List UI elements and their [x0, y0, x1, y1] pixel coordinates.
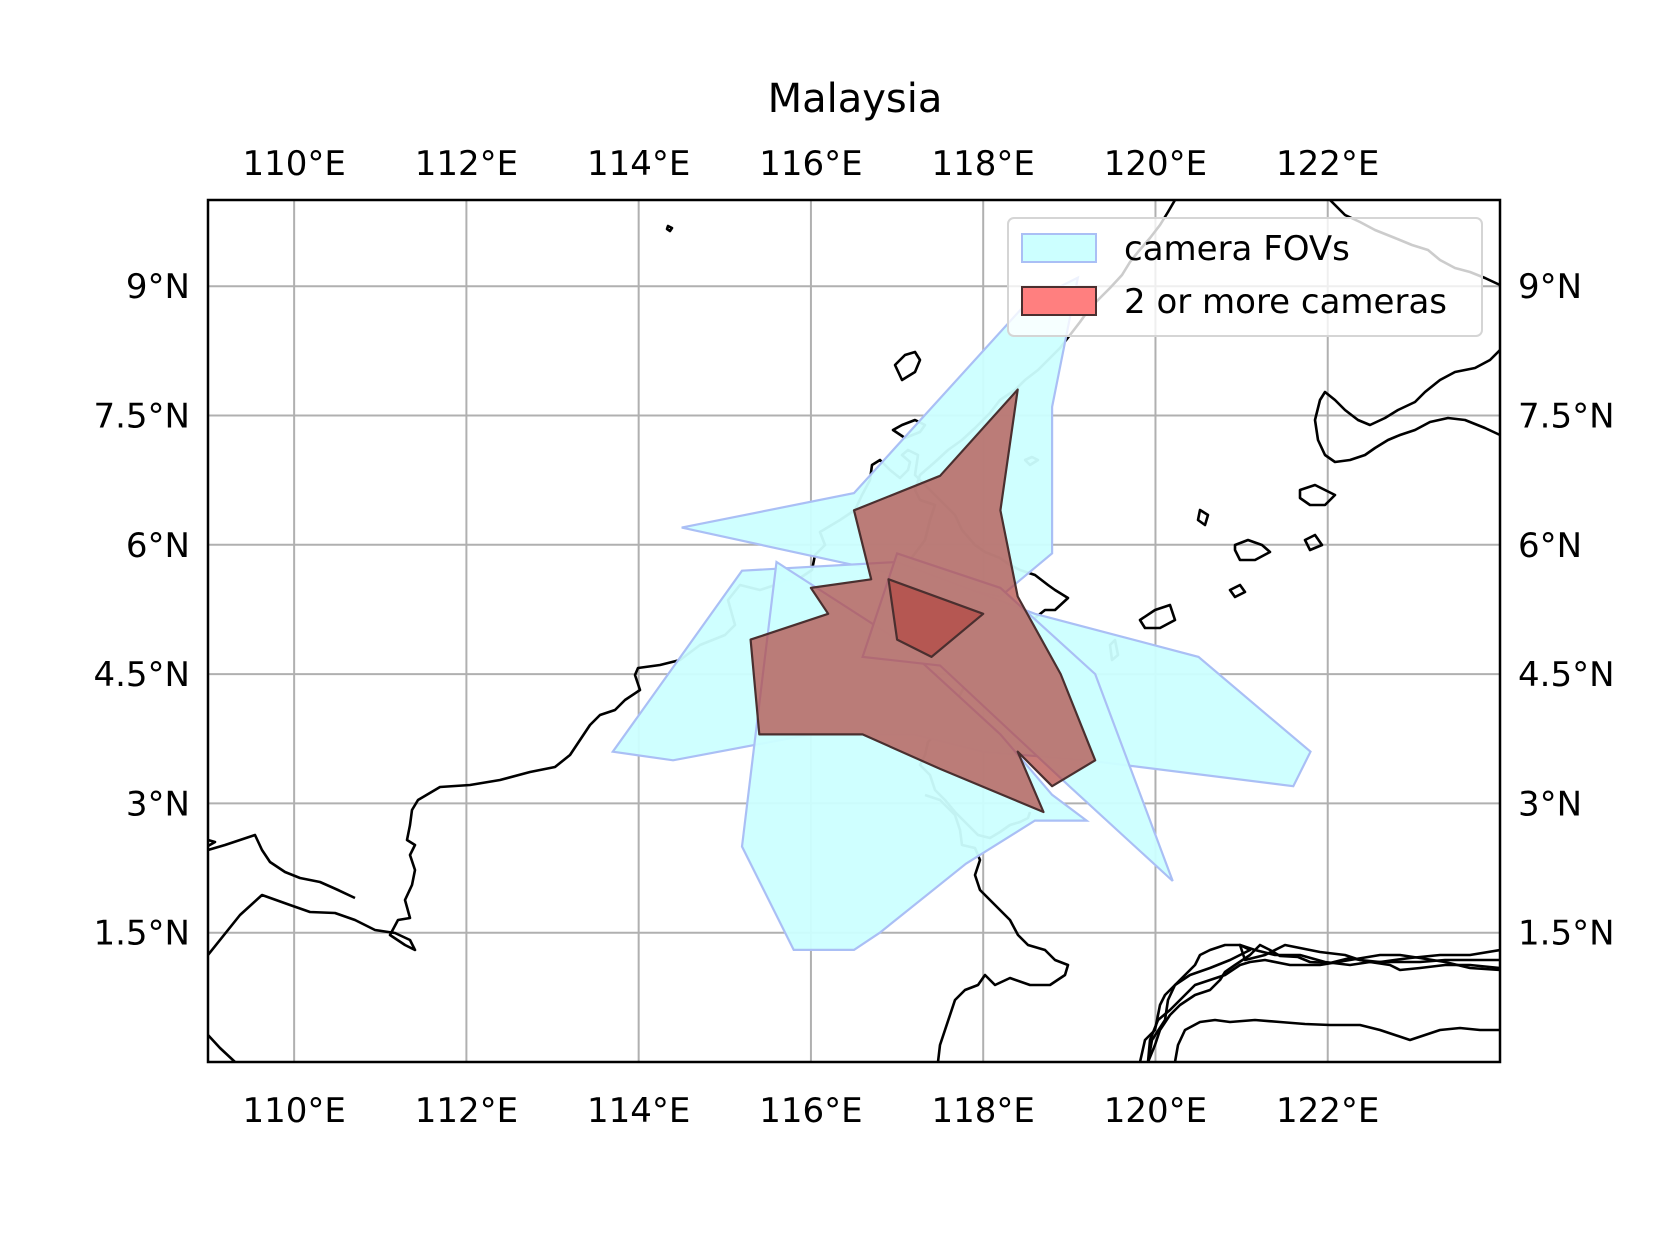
lat-tick-label-left: 7.5°N [93, 397, 190, 437]
legend: camera FOVs 2 or more cameras [1007, 217, 1483, 337]
lat-tick-label-left: 3°N [126, 784, 190, 824]
small-island-d [1298, 483, 1337, 507]
sulawesi-mainland [1173, 1018, 1500, 1062]
axes-frame [206, 198, 1502, 1064]
lon-tick-label-bottom: 122°E [1276, 1091, 1379, 1131]
small-island-b [1196, 508, 1210, 527]
lat-tick-label-right: 7.5°N [1518, 397, 1615, 437]
lon-tick-label-top: 112°E [415, 144, 518, 184]
small-island-g [1228, 583, 1247, 599]
sulawesi-north-coast [1146, 943, 1500, 1062]
sulawesi-north-arm [1146, 943, 1500, 1062]
lon-tick-label-top: 110°E [242, 144, 345, 184]
tick-labels: 110°E 110°E 112°E 112°E 114°E 114°E 116°E 116°E… [93, 144, 1614, 1131]
small-island-e [1138, 603, 1177, 630]
lat-tick-label-right: 6°N [1518, 526, 1582, 566]
legend-label-overlap: 2 or more cameras [1124, 282, 1447, 322]
lon-tick-label-top: 114°E [587, 144, 690, 184]
overlap-polygon [887, 578, 985, 659]
lat-tick-label-left: 4.5°N [93, 655, 190, 695]
lon-tick-label-top: 116°E [759, 144, 862, 184]
lat-tick-label-right: 1.5°N [1518, 914, 1615, 954]
lon-tick-label-bottom: 118°E [932, 1091, 1035, 1131]
mindanao-coastline [1313, 349, 1500, 464]
lon-tick-label-top: 118°E [932, 144, 1035, 184]
sulawesi-north-peninsula [1138, 943, 1500, 1062]
legend-swatch-overlap [1021, 286, 1097, 316]
sarawak-coast-west [208, 833, 356, 900]
banggi-island [893, 350, 922, 382]
lat-tick-label-left: 1.5°N [93, 914, 190, 954]
lat-tick-label-right: 4.5°N [1518, 655, 1615, 695]
lon-tick-label-bottom: 110°E [242, 1091, 345, 1131]
lon-tick-label-bottom: 120°E [1104, 1091, 1207, 1131]
lon-tick-label-bottom: 112°E [415, 1091, 518, 1131]
legend-label-fov: camera FOVs [1124, 229, 1350, 269]
map-title: Malaysia [768, 76, 943, 122]
borneo-west-edge [208, 838, 217, 848]
lat-tick-label-left: 9°N [126, 267, 190, 307]
small-island-c [1233, 538, 1272, 562]
lon-tick-label-bottom: 116°E [759, 1091, 862, 1131]
small-island-h [1303, 533, 1324, 552]
lat-tick-label-left: 6°N [126, 526, 190, 566]
legend-box [1007, 217, 1483, 337]
lat-tick-label-right: 9°N [1518, 267, 1582, 307]
legend-swatch-fov [1021, 233, 1097, 263]
overlap-regions [749, 388, 1097, 814]
natuna-islet [665, 224, 674, 233]
lat-tick-label-right: 3°N [1518, 784, 1582, 824]
lon-tick-label-top: 122°E [1276, 144, 1379, 184]
lon-tick-label-top: 120°E [1104, 144, 1207, 184]
lon-tick-label-bottom: 114°E [587, 1091, 690, 1131]
borneo-southwest [208, 1034, 236, 1062]
